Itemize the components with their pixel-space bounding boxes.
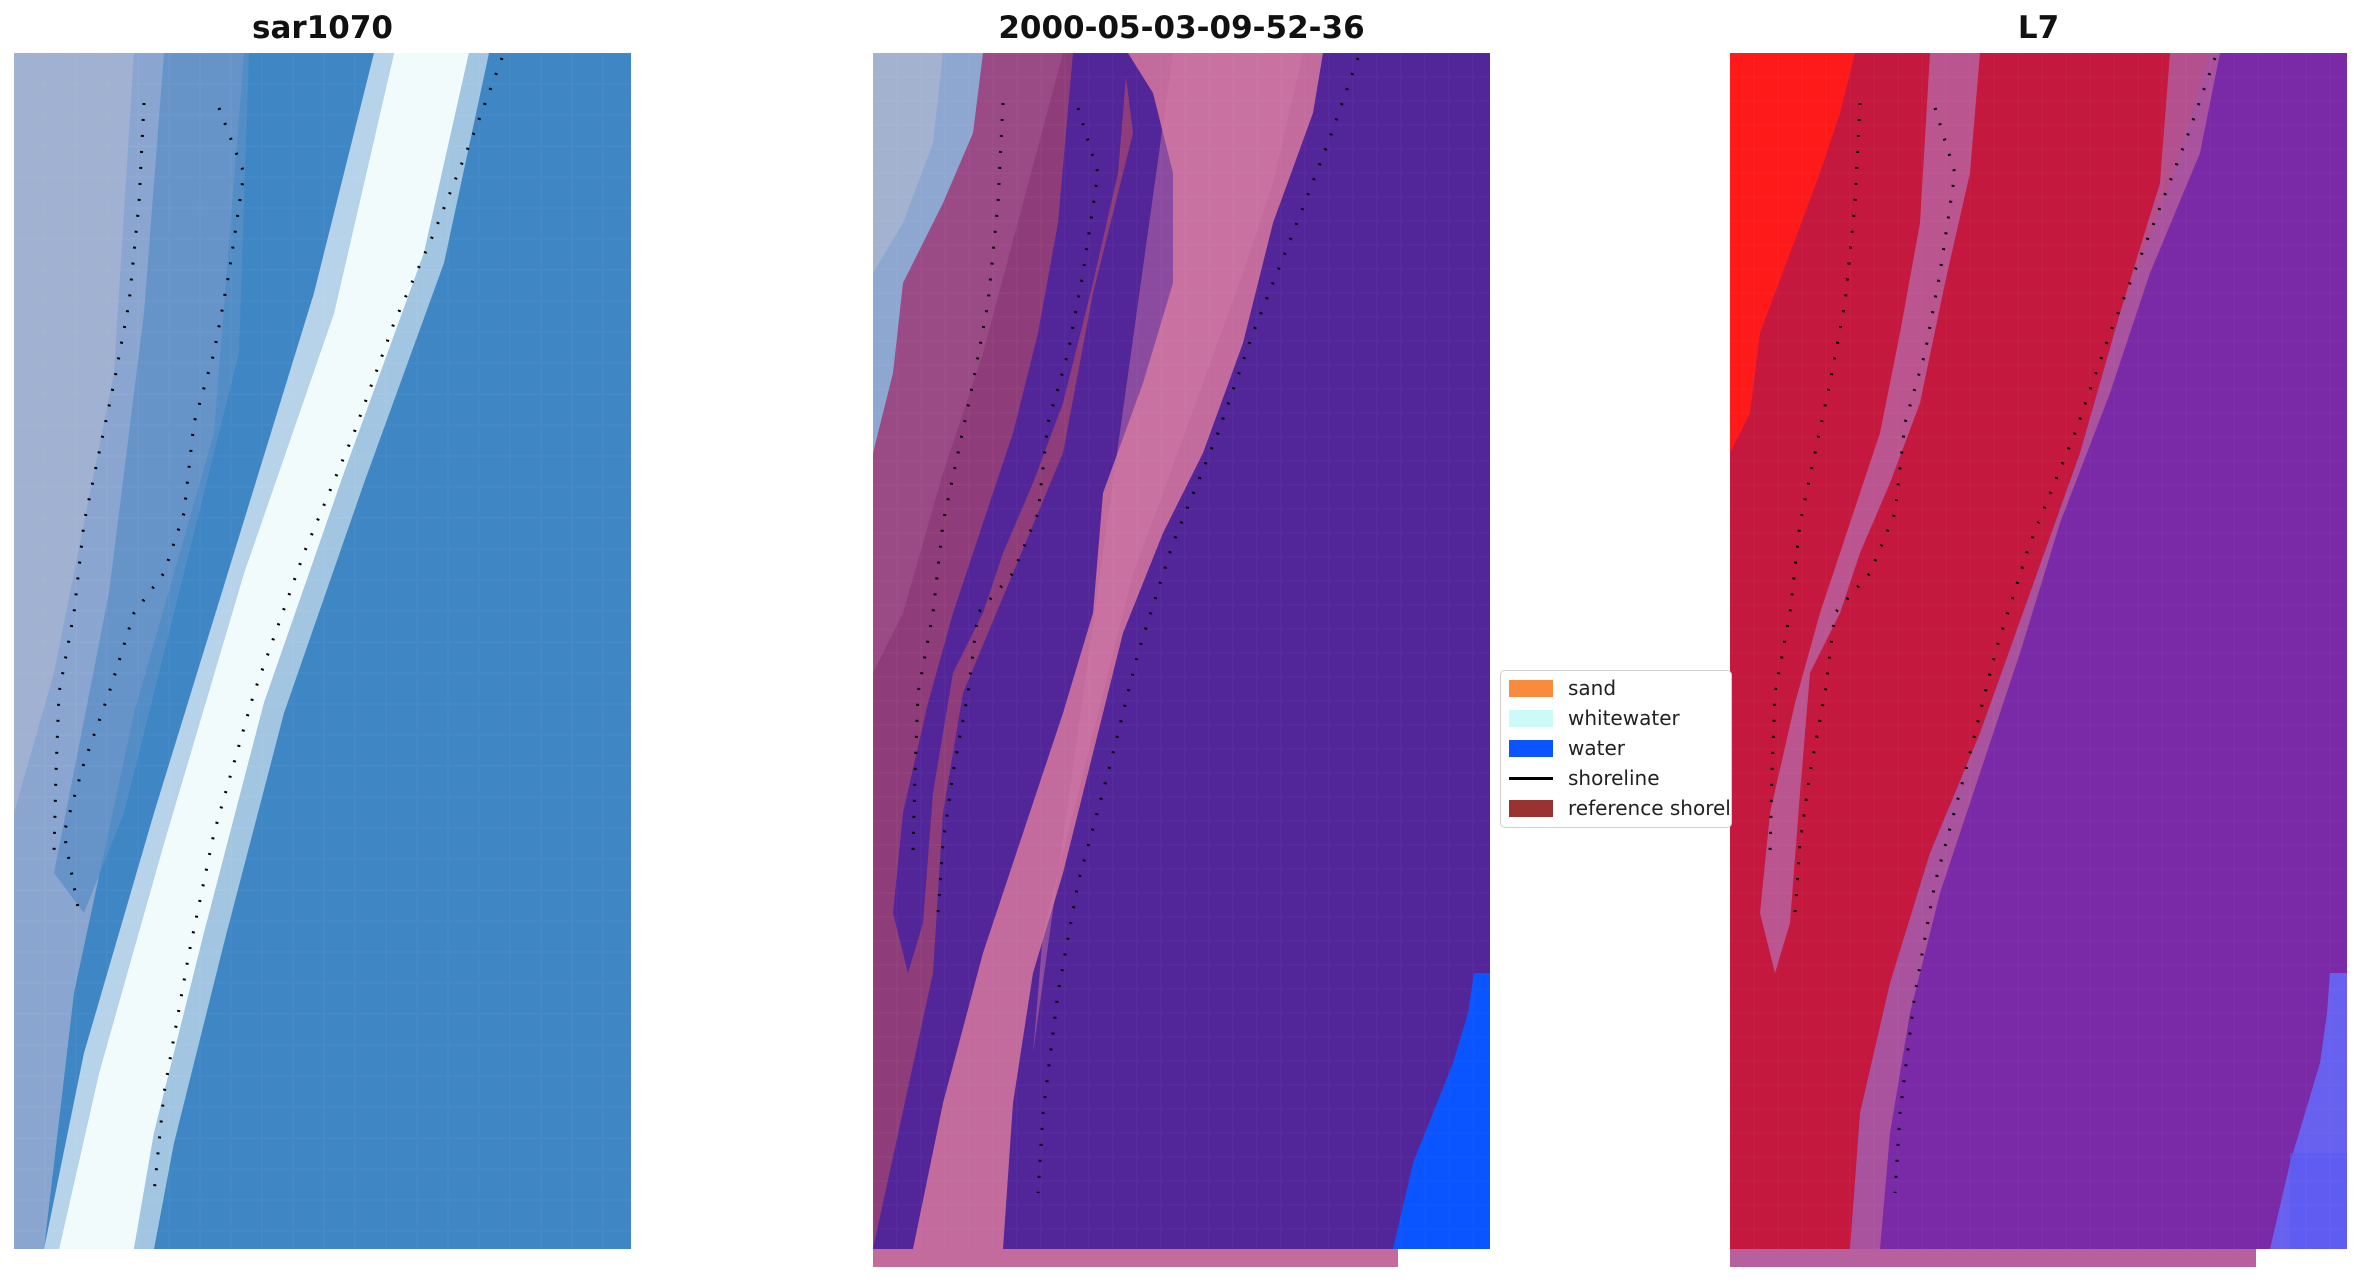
legend-label: shoreline: [1568, 766, 1660, 790]
classification-bottom-strip: [873, 1249, 1398, 1267]
legend-item-reference-shoreline: reference shoreline: [1509, 793, 1731, 823]
legend-swatch-reference-shoreline: [1509, 799, 1553, 817]
panel-title-rgb: sar1070: [252, 10, 393, 46]
legend-swatch-shoreline: [1509, 776, 1553, 780]
legend-item-whitewater: whitewater: [1509, 703, 1680, 733]
legend-swatch-whitewater: [1509, 709, 1553, 727]
rgb-image: [14, 53, 631, 1249]
rgb-image-panel: [14, 53, 631, 1249]
index-image: [1730, 53, 2347, 1249]
legend-label: water: [1568, 736, 1625, 760]
panel-title-index: L7: [2017, 10, 2060, 46]
legend-label: sand: [1568, 676, 1617, 700]
index-panel: [1730, 53, 2347, 1249]
legend-swatch-water: [1509, 739, 1553, 757]
legend-label: reference shoreline: [1568, 796, 1731, 820]
legend: sand whitewater water shoreline referenc…: [1500, 670, 1732, 828]
legend-item-shoreline: shoreline: [1509, 763, 1660, 793]
legend-swatch-sand: [1509, 679, 1553, 697]
legend-item-sand: sand: [1509, 673, 1616, 703]
legend-item-water: water: [1509, 733, 1625, 763]
classification-panel: [873, 53, 1490, 1249]
classification-image: [873, 53, 1490, 1249]
legend-label: whitewater: [1568, 706, 1680, 730]
panel-title-classification: 2000-05-03-09-52-36: [998, 10, 1365, 46]
index-bottom-strip: [1730, 1249, 2256, 1267]
